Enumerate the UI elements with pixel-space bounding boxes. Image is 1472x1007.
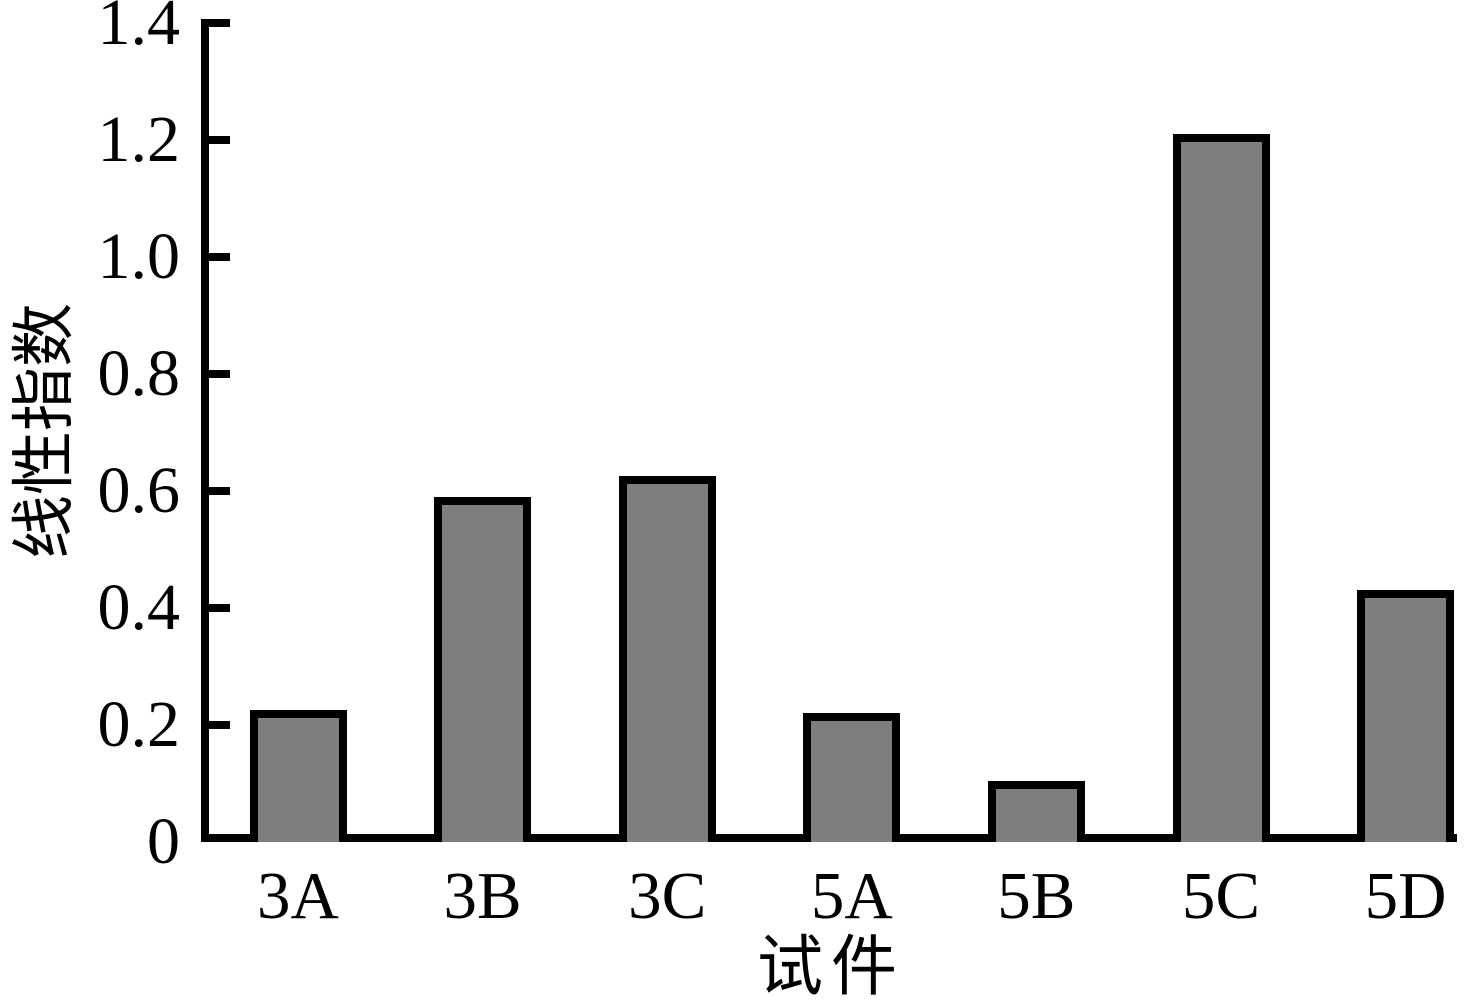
y-tick (209, 604, 230, 612)
y-tick (209, 721, 230, 729)
x-category-label-3C: 3C (628, 859, 707, 933)
y-axis-title: 线性指数 (9, 303, 80, 559)
bar-5D (1357, 590, 1455, 842)
y-tick (209, 253, 230, 261)
y-tick-label: 0.8 (97, 337, 181, 410)
x-category-label-5A: 5A (810, 859, 893, 933)
y-tick-label: 0.2 (97, 688, 181, 761)
bar-3B (434, 497, 532, 842)
x-category-label-3A: 3A (257, 859, 339, 933)
x-axis-title: 试件 (757, 931, 905, 1004)
y-tick-label: 0 (147, 805, 180, 878)
y-tick-label: 1.2 (97, 103, 181, 176)
y-tick (209, 487, 230, 495)
bar-5B (987, 781, 1085, 842)
y-tick-label: 1.0 (97, 220, 181, 293)
x-category-label-5D: 5D (1364, 859, 1447, 933)
y-tick (209, 19, 230, 27)
x-category-label-3B: 3B (443, 859, 522, 933)
bar-5A (803, 713, 901, 842)
bar-3A (249, 710, 347, 842)
bar-3C (618, 476, 716, 842)
bar-5C (1172, 134, 1270, 842)
y-tick (209, 136, 230, 144)
x-category-label-5C: 5C (1181, 859, 1261, 933)
y-tick-label: 0.4 (97, 571, 181, 644)
x-category-label-5B: 5B (997, 859, 1076, 933)
y-tick-label: 0.6 (97, 454, 181, 527)
y-tick (209, 370, 230, 378)
y-tick-label: 1.4 (97, 0, 181, 59)
